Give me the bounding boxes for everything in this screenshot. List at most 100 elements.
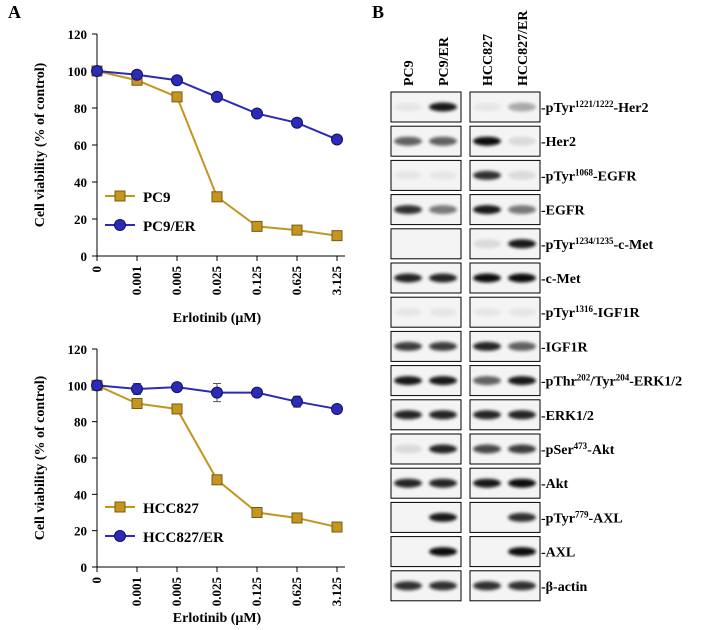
row-label: -β-actin bbox=[541, 580, 587, 595]
y-tick-label: 80 bbox=[74, 415, 87, 430]
band bbox=[429, 547, 457, 557]
band bbox=[429, 410, 457, 420]
band bbox=[508, 273, 536, 283]
lane-label: HCC827 bbox=[481, 34, 496, 86]
marker bbox=[251, 220, 263, 232]
band bbox=[473, 444, 501, 454]
marker bbox=[291, 395, 303, 408]
marker bbox=[114, 530, 126, 542]
band bbox=[473, 376, 501, 386]
label-part: -pTyr bbox=[541, 306, 575, 321]
label-part: -IGF1R bbox=[593, 306, 641, 321]
y-tick-label: 120 bbox=[68, 27, 88, 42]
label-part: -EGFR bbox=[593, 169, 637, 184]
x-tick-label: 0.125 bbox=[249, 577, 264, 607]
row-label: -Her2 bbox=[541, 135, 576, 150]
y-tick-label: 100 bbox=[68, 378, 88, 393]
y-tick-label: 40 bbox=[74, 487, 87, 502]
marker bbox=[171, 74, 183, 87]
band bbox=[508, 307, 536, 317]
superscript: 1316 bbox=[575, 304, 594, 314]
lane-label: PC9 bbox=[402, 60, 417, 86]
marker bbox=[291, 224, 303, 236]
band bbox=[508, 102, 536, 112]
label-part: -pTyr bbox=[541, 511, 575, 526]
row-label: -pTyr1068-EGFR bbox=[541, 167, 637, 184]
y-tick-label: 60 bbox=[74, 138, 87, 153]
marker bbox=[114, 219, 126, 231]
band bbox=[394, 410, 422, 420]
label-part: -ERK1/2 bbox=[629, 375, 682, 390]
blot-box bbox=[390, 536, 462, 568]
band bbox=[394, 273, 422, 283]
band bbox=[508, 205, 536, 215]
label-part: -Akt bbox=[587, 443, 615, 458]
lane-label: HCC827/ER bbox=[516, 10, 531, 86]
y-tick-label: 20 bbox=[74, 212, 87, 227]
x-tick-label: 0.001 bbox=[129, 266, 144, 295]
y-tick-label: 20 bbox=[74, 524, 87, 539]
y-tick-label: 120 bbox=[68, 342, 88, 357]
band bbox=[508, 170, 536, 180]
label-part: -c-Met bbox=[613, 238, 653, 253]
row-label: -EGFR bbox=[541, 204, 585, 219]
y-tick-label: 60 bbox=[74, 451, 87, 466]
marker bbox=[211, 90, 223, 103]
marker bbox=[131, 382, 143, 395]
x-tick-label: 0.025 bbox=[209, 577, 224, 607]
band bbox=[429, 376, 457, 386]
marker bbox=[131, 68, 143, 81]
legend-label: HCC827 bbox=[143, 501, 199, 517]
band bbox=[394, 478, 422, 488]
marker bbox=[291, 116, 303, 129]
y-tick-label: 0 bbox=[81, 560, 88, 575]
superscript: 779 bbox=[575, 509, 589, 519]
superscript: 1221/1222 bbox=[575, 99, 614, 109]
y-tick-label: 0 bbox=[81, 249, 88, 264]
band bbox=[429, 205, 457, 215]
marker bbox=[114, 190, 126, 202]
band bbox=[473, 273, 501, 283]
band bbox=[429, 136, 457, 146]
marker bbox=[211, 386, 223, 399]
marker bbox=[171, 381, 183, 394]
blot-box bbox=[469, 536, 541, 568]
band bbox=[473, 239, 501, 249]
row-label: -IGF1R bbox=[541, 340, 589, 355]
x-tick-label: 0.625 bbox=[289, 266, 304, 296]
marker bbox=[91, 379, 103, 392]
label-part: -AXL bbox=[588, 511, 622, 526]
label-part: -EGFR bbox=[541, 204, 585, 219]
label-part: /Tyr bbox=[589, 375, 615, 390]
marker bbox=[171, 91, 183, 103]
band bbox=[473, 341, 501, 351]
panel-label: B bbox=[372, 2, 384, 22]
y-axis-label: Cell viability (% of control) bbox=[33, 62, 48, 227]
superscript: 473 bbox=[574, 441, 588, 451]
row-label: -AXL bbox=[541, 546, 575, 561]
x-tick-label: 3.125 bbox=[329, 266, 344, 296]
band bbox=[508, 239, 536, 249]
band bbox=[394, 136, 422, 146]
panel-label: A bbox=[8, 2, 21, 22]
marker bbox=[251, 507, 263, 518]
band bbox=[394, 205, 422, 215]
band bbox=[473, 102, 501, 112]
marker bbox=[131, 398, 143, 409]
legend-label: PC9/ER bbox=[143, 219, 196, 235]
marker bbox=[211, 474, 223, 486]
band bbox=[473, 410, 501, 420]
band bbox=[508, 547, 536, 557]
band bbox=[473, 170, 501, 180]
marker bbox=[211, 191, 223, 203]
superscript: 204 bbox=[616, 373, 630, 383]
band bbox=[429, 512, 457, 522]
x-tick-label: 0.125 bbox=[249, 266, 264, 296]
lane-label: PC9/ER bbox=[437, 36, 452, 86]
row-label: -pTyr779-AXL bbox=[541, 509, 623, 526]
x-axis-label: Erlotinib (μM) bbox=[173, 611, 262, 626]
x-tick-label: 0.001 bbox=[129, 577, 144, 606]
label-part: -β-actin bbox=[541, 580, 587, 595]
row-label: -Akt bbox=[541, 477, 569, 492]
